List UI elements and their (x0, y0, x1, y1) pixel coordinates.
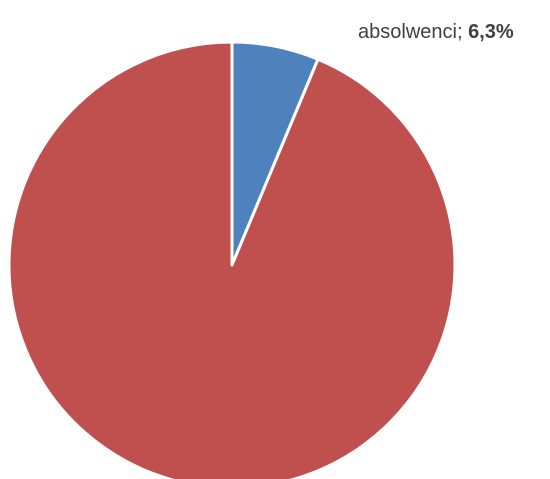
slice-label-absolwenci: absolwenci; 6,3% (358, 21, 514, 43)
pie-slice-other-1 (7, 40, 457, 479)
slice-label-name: absolwenci (358, 21, 457, 43)
slice-label-separator: ; (457, 21, 468, 43)
pie-slices (7, 40, 457, 479)
slice-label-value: 6,3% (468, 21, 514, 43)
